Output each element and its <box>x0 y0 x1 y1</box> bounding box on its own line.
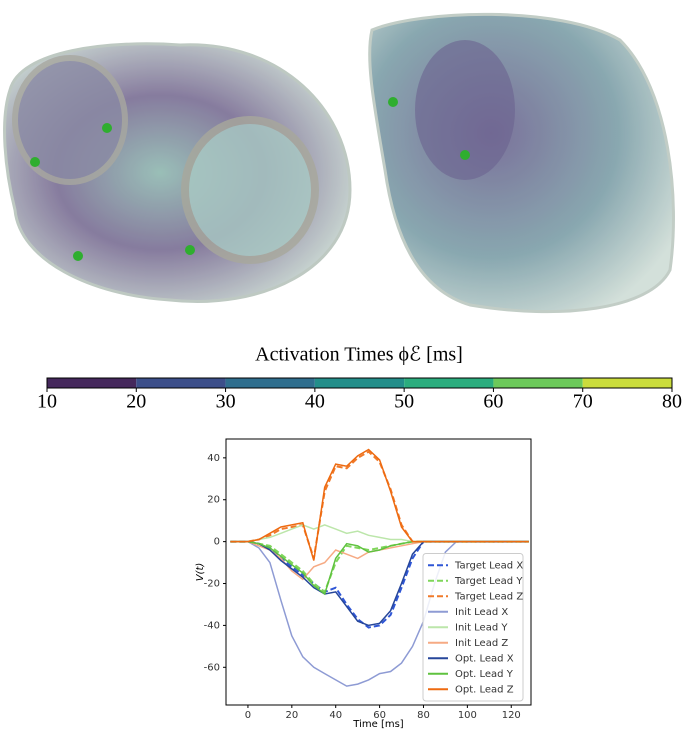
x-tick-label: 0 <box>245 710 251 721</box>
colorbar-bin <box>404 378 494 388</box>
colorbar-tick-label: 10 <box>37 391 57 413</box>
heart-render-right <box>368 12 675 314</box>
colorbar-bin <box>314 378 405 388</box>
x-tick-label: 80 <box>417 710 430 721</box>
legend-label: Init Lead Y <box>455 622 508 633</box>
legend-label: Init Lead Z <box>455 638 508 649</box>
y-tick-label: -40 <box>204 620 220 631</box>
legend-label: Opt. Lead Y <box>455 669 514 680</box>
x-tick-label: 100 <box>458 710 477 721</box>
colorbar-bin <box>493 378 583 388</box>
colorbar-tick-label: 30 <box>216 391 236 413</box>
legend-label: Opt. Lead X <box>455 653 514 664</box>
colorbar-label: Activation Times ϕℰ [ms] <box>255 344 463 366</box>
x-tick-label: 120 <box>502 710 521 721</box>
legend-label: Target Lead Y <box>454 576 523 587</box>
y-tick-label: -60 <box>204 662 220 673</box>
legend-box <box>422 553 524 702</box>
y-tick-label: 0 <box>214 537 220 548</box>
colorbar-bin <box>582 378 672 388</box>
colorbar-tick-label: 70 <box>573 391 593 413</box>
colorbar-frame <box>46 377 673 389</box>
y-tick-label: 40 <box>207 453 220 464</box>
colorbar-tick-label: 40 <box>305 391 325 413</box>
x-tick-label: 60 <box>373 710 386 721</box>
colorbar-tick-label: 80 <box>662 391 682 413</box>
y-axis-label: V(t) <box>195 563 206 582</box>
series-line <box>230 450 529 559</box>
colorbar-bin <box>47 378 137 388</box>
legend-label: Opt. Lead Z <box>455 684 514 695</box>
colorbar-tick-label: 20 <box>126 391 146 413</box>
y-tick-label: -20 <box>204 579 220 590</box>
series-line <box>230 448 529 561</box>
x-tick-label: 20 <box>285 710 298 721</box>
colorbar-tick-label: 50 <box>394 391 414 413</box>
legend-label: Init Lead X <box>455 607 508 618</box>
colorbar-tick-label: 60 <box>483 391 503 413</box>
legend-label: Target Lead Z <box>454 591 523 602</box>
x-tick-label: 40 <box>329 710 342 721</box>
legend-label: Target Lead X <box>454 560 523 571</box>
colorbar-bin <box>225 378 315 388</box>
x-axis-label: Time [ms] <box>352 719 404 729</box>
colorbar-bin <box>136 378 226 388</box>
heart-render-left <box>3 42 352 303</box>
plot-frame <box>225 438 532 706</box>
y-tick-label: 20 <box>207 495 220 506</box>
